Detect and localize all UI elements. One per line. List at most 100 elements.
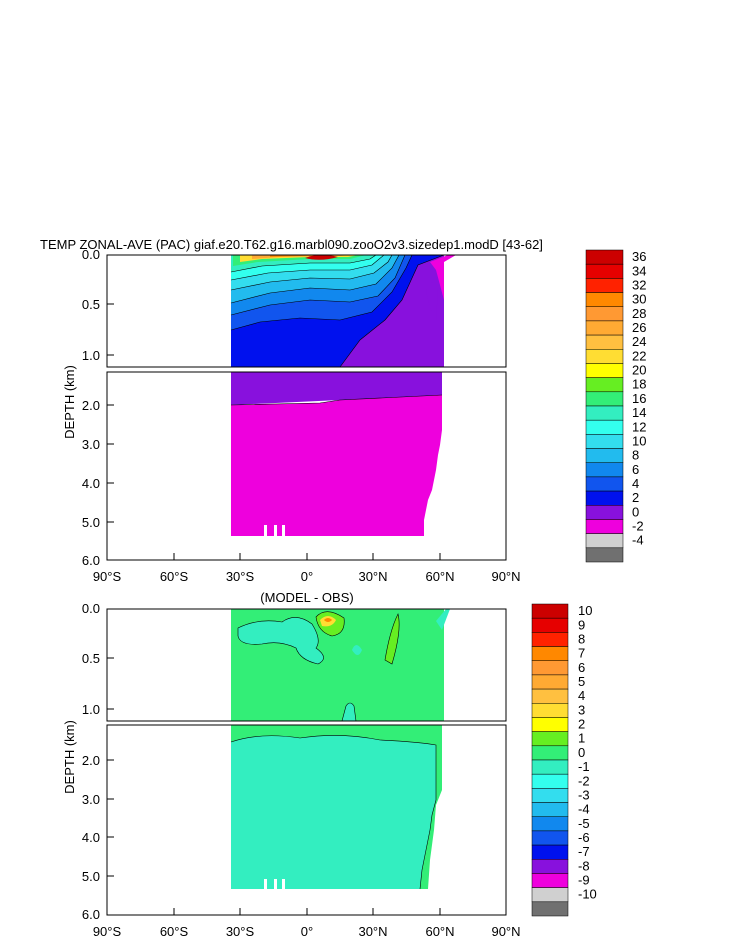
- x-tick-label: 30°N: [358, 569, 387, 584]
- colorbar-swatch: [531, 788, 569, 803]
- contour-line: [230, 255, 385, 281]
- colorbar-label: 14: [632, 405, 646, 420]
- contour-line: [315, 611, 345, 637]
- colorbar-label: 3: [578, 702, 585, 717]
- colorbar-swatch: [585, 476, 624, 492]
- y-tick-label: 6.0: [82, 553, 100, 568]
- colorbar-swatch: [531, 632, 569, 647]
- x-tick-label: 30°S: [226, 569, 255, 584]
- colorbar-label: 32: [632, 277, 646, 292]
- colorbar-label: 5: [578, 674, 585, 689]
- colorbar-label: -6: [578, 830, 590, 845]
- colorbar-swatch: [531, 674, 569, 690]
- colorbar-label: 24: [632, 334, 646, 349]
- lower-panel-field: [230, 372, 443, 537]
- colorbar-swatch: [531, 759, 569, 775]
- colorbar-swatch: [585, 334, 624, 350]
- colorbar-swatch: [531, 802, 569, 817]
- contour-fill: [340, 255, 444, 367]
- colorbar-label: 16: [632, 391, 646, 406]
- colorbar-label: 2: [632, 490, 639, 505]
- diff-upper-frame: [106, 608, 507, 722]
- contour-fill: [305, 255, 338, 260]
- colorbar-label: 34: [632, 263, 646, 278]
- y-tick-label: 0.0: [82, 601, 100, 616]
- colorbar-label: -4: [632, 533, 644, 548]
- colorbar-swatch: [531, 745, 569, 761]
- colorbar-label: -2: [632, 519, 644, 534]
- y-tick-label: 3.0: [82, 437, 100, 452]
- colorbar-label: 6: [578, 660, 585, 675]
- y-tick-label: 6.0: [82, 907, 100, 922]
- contour-line: [341, 702, 357, 721]
- colorbar-label: 7: [578, 646, 585, 661]
- x-tick-label: 30°N: [358, 924, 387, 939]
- chart-subtitle: (MODEL - OBS): [260, 590, 353, 605]
- contour-fill: [238, 617, 324, 664]
- colorbar-label: 20: [632, 363, 646, 378]
- colorbar-label: -1: [578, 759, 590, 774]
- colorbar-label: -3: [578, 787, 590, 802]
- x-tick-label: 0°: [301, 924, 313, 939]
- contour-line: [230, 394, 443, 406]
- contour-line: [230, 255, 400, 304]
- colorbar-swatch: [585, 533, 624, 549]
- contour-fill: [324, 618, 332, 622]
- colorbar-swatch: [531, 887, 569, 903]
- x-tick-label: 90°N: [491, 924, 520, 939]
- colorbar-label: 6: [632, 462, 639, 477]
- upper-panel-field: [230, 255, 456, 367]
- contour-line: [230, 735, 437, 890]
- colorbar-label: 8: [632, 448, 639, 463]
- y-tick-label: 2.0: [82, 398, 100, 413]
- colorbar-label: 28: [632, 306, 646, 321]
- colorbar-label: -5: [578, 816, 590, 831]
- contour-line: [230, 255, 377, 273]
- contour-line: [230, 255, 393, 291]
- colorbar-label: 9: [578, 617, 585, 632]
- diff-upper-field: [231, 609, 450, 721]
- x-tick-label: 60°N: [425, 569, 454, 584]
- bottom-y-ticks-lower: 2.0 3.0 4.0 5.0 6.0: [82, 753, 114, 922]
- contour-fill: [436, 609, 450, 630]
- colorbar-swatch: [585, 405, 624, 421]
- contour-line: [237, 617, 324, 665]
- colorbar-label: 30: [632, 292, 646, 307]
- x-tick-label: 30°S: [226, 924, 255, 939]
- colorbar-swatch: [585, 292, 624, 307]
- colorbar-label: -8: [578, 858, 590, 873]
- contour-fill: [385, 614, 400, 664]
- colorbar-label: 2: [578, 717, 585, 732]
- y-tick-label: 5.0: [82, 869, 100, 884]
- y-tick-label: 1.0: [82, 702, 100, 717]
- colorbar-swatch: [531, 603, 569, 619]
- colorbar-swatch: [585, 505, 624, 520]
- colorbar-swatch: [531, 617, 569, 633]
- colorbar-label: 18: [632, 377, 646, 392]
- y-tick-label: 4.0: [82, 830, 100, 845]
- bottom-y-ticks-upper: 0.0 0.5 1.0: [82, 601, 114, 717]
- colorbar-swatch: [585, 547, 624, 563]
- colorbar-label: -2: [578, 773, 590, 788]
- contour-fill: [430, 255, 456, 300]
- colorbar-label: 8: [578, 631, 585, 646]
- colorbar-swatch: [585, 519, 624, 534]
- colorbar-swatch: [531, 873, 569, 888]
- colorbar-label: 10: [578, 603, 592, 618]
- x-tick-label: 0°: [301, 569, 313, 584]
- colorbar-swatch: [531, 859, 569, 874]
- colorbar-swatch: [531, 773, 569, 789]
- colorbar-label: 0: [632, 504, 639, 519]
- contour-fill: [426, 282, 438, 320]
- contour-fill: [231, 372, 442, 405]
- x-tick-label: 60°S: [160, 924, 189, 939]
- colorbar-label: 10: [632, 433, 646, 448]
- colorbar-label: 0: [578, 745, 585, 760]
- y-tick-label: 0.5: [82, 297, 100, 312]
- y-tick-label: 5.0: [82, 515, 100, 530]
- colorbar-label: 36: [632, 249, 646, 264]
- colorbar-swatch: [585, 377, 624, 393]
- colorbar-label: -7: [578, 844, 590, 859]
